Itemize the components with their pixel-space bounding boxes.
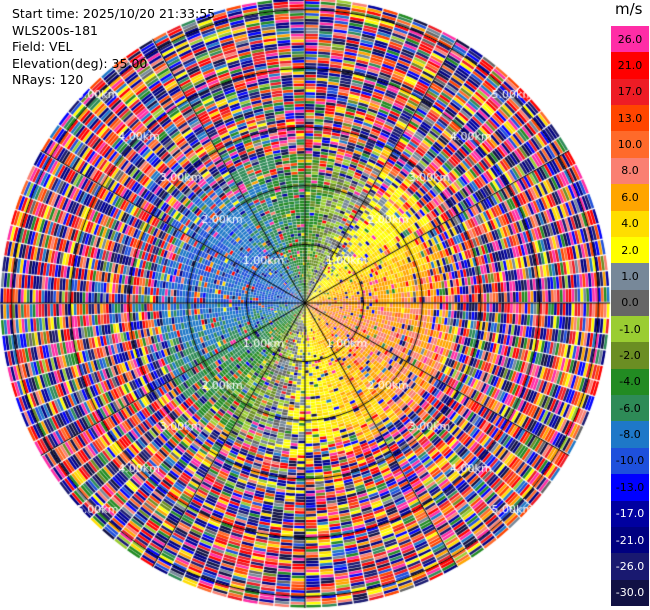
colorbar-level: 26.0 bbox=[611, 26, 649, 53]
colorbar-level: -4.0 bbox=[611, 368, 649, 396]
colorbar-level: -2.0 bbox=[611, 342, 649, 369]
colorbar-level: -21.0 bbox=[611, 526, 649, 554]
colorbar-unit: m/s bbox=[615, 0, 643, 18]
colorbar-level: 1.0 bbox=[611, 263, 649, 290]
colorbar-level: 4.0 bbox=[611, 210, 649, 237]
colorbar-level: 17.0 bbox=[611, 78, 649, 106]
colorbar-level: -13.0 bbox=[611, 474, 649, 501]
colorbar-level: -8.0 bbox=[611, 421, 649, 448]
colorbar-level: -1.0 bbox=[611, 316, 649, 343]
colorbar-level: 10.0 bbox=[611, 131, 649, 158]
colorbar-level: 2.0 bbox=[611, 236, 649, 264]
colorbar-level: -10.0 bbox=[611, 447, 649, 475]
colorbar-level: 21.0 bbox=[611, 52, 649, 79]
colorbar-level: -30.0 bbox=[611, 579, 649, 606]
colorbar-level: -6.0 bbox=[611, 395, 649, 422]
colorbar-level: 6.0 bbox=[611, 184, 649, 211]
start-time-text: Start time: 2025/10/20 21:33:55 bbox=[12, 6, 216, 21]
scan-info: Start time: 2025/10/20 21:33:55 WLS200s-… bbox=[12, 6, 215, 89]
instrument-text: WLS200s-181 bbox=[12, 22, 98, 38]
nrays-text: NRays: 120 bbox=[12, 72, 84, 87]
colorbar-level: 8.0 bbox=[611, 157, 649, 185]
field-text: Field: VEL bbox=[12, 39, 73, 54]
colorbar-level: 0.0 bbox=[611, 289, 649, 316]
colorbar-level: -26.0 bbox=[611, 553, 649, 580]
colorbar-level: -17.0 bbox=[611, 500, 649, 527]
colorbar-level: 13.0 bbox=[611, 105, 649, 132]
elevation-text: Elevation(deg): 35.00 bbox=[12, 55, 148, 71]
